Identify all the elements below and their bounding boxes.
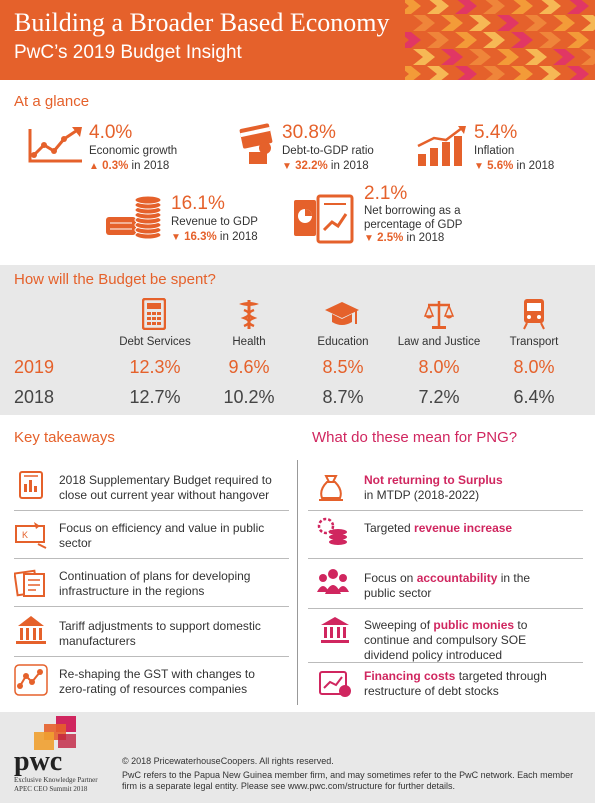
metric-value: 16.1% [171,193,225,214]
medical-caduceus-icon [239,300,259,329]
budget-category-label: Health [232,336,266,348]
metric-value: 4.0% [89,122,133,143]
year-label-2019: 2019 [14,357,55,377]
page-subtitle: PwC’s 2019 Budget Insight [14,42,242,63]
budget-category-label: Transport [509,336,559,348]
png-text: Financing costs targeted through restruct… [364,669,547,698]
takeaways-title: Key takeaways [14,429,115,446]
coins-gear-icon [317,517,347,545]
divider [308,608,583,609]
takeaway-text: Focus on efficiency and value in public s… [59,521,265,550]
budget-category-label: Debt Services [119,336,191,348]
metric-label: Economic growth [89,145,178,157]
arrow-up-icon: ▲ [89,161,99,172]
money-bill-icon: K [15,522,47,549]
png-text: Sweeping of public monies to continue and… [364,618,528,662]
metric-label-line2: percentage of GDP [364,219,463,231]
glance-title: At a glance [14,93,90,110]
metric-label: Inflation [474,145,515,157]
people-group-icon [317,569,349,594]
budget-value-2019: 8.0% [513,357,555,377]
arrow-down-icon: ▼ [282,161,292,172]
train-icon [523,299,545,330]
finance-report-icon [319,671,351,697]
takeaway-text: 2018 Supplementary Budget required to clo… [59,473,272,502]
graduation-cap-icon [325,302,359,325]
budget-category-label: Education [317,336,369,348]
png-title: What do these mean for PNG? [312,429,518,446]
budget-title: How will the Budget be spent? [14,271,216,288]
png-text: Not returning to Surplus in MTDP (2018-20… [364,473,503,502]
budget-category-label: Law and Justice [397,336,481,348]
year-label-2018: 2018 [14,387,55,407]
budget-value-2018: 6.4% [513,387,555,407]
metric-prev: ▲ 0.3% in 2018 [89,160,170,172]
divider [14,656,289,657]
line-chart-icon [28,127,82,163]
metric-prev: ▼ 32.2% in 2018 [282,160,369,172]
divider [308,510,583,511]
budget-value-2018: 12.7% [129,387,181,407]
metric-value: 5.4% [474,122,518,143]
budget-value-2018: 8.7% [322,387,364,407]
partner-text: Exclusive Knowledge Partner APEC CEO Summ… [14,776,98,793]
arrow-down-icon: ▼ [364,233,374,244]
arrow-pattern-icon [405,0,595,80]
pwc-logo-mark-icon [34,716,76,750]
takeaway-text: Tariff adjustments to support domestic ma… [59,619,261,648]
credit-card-icon [239,123,273,164]
metric-value: 2.1% [364,183,408,204]
blueprint-icon [14,569,45,597]
metric-value: 30.8% [282,122,336,143]
scales-icon [424,301,454,329]
budget-document-icon [19,471,43,499]
metric-prev: ▼ 16.3% in 2018 [171,231,258,243]
divider [14,558,289,559]
divider [308,558,583,559]
budget-value-2019: 8.0% [418,357,460,377]
pwc-logo-text: pwc [14,746,63,777]
calculator-icon [142,298,166,330]
arrow-down-icon: ▼ [474,161,484,172]
parliament-icon [16,616,46,644]
page-title: Building a Broader Based Economy [14,8,390,37]
budget-value-2019: 12.3% [129,357,181,377]
budget-value-2018: 7.2% [418,387,460,407]
divider [14,606,289,607]
network-icon [14,664,48,696]
bar-chart-up-icon [417,126,466,166]
png-text: Focus on accountability in the public sec… [364,571,531,600]
budget-section [0,265,595,415]
metric-prev: ▼ 2.5% in 2018 [364,232,445,244]
divider [308,662,583,663]
copyright-text: © 2018 PricewaterhouseCoopers. All right… [122,756,574,791]
metric-label: Debt-to-GDP ratio [282,145,374,157]
coin-stacks-icon [106,195,162,240]
footer [0,712,595,803]
svg-text:K: K [22,530,28,540]
budget-value-2019: 9.6% [228,357,270,377]
report-chart-icon [294,194,354,244]
metric-label-line1: Net borrowing as a [364,205,461,217]
header-banner [0,0,595,80]
takeaway-text: Continuation of plans for developing infr… [59,569,251,598]
metric-prev: ▼ 5.6% in 2018 [474,160,555,172]
arrow-down-icon: ▼ [171,232,181,243]
column-divider [297,460,298,705]
takeaway-text: Re-shaping the GST with changes to zero-r… [59,667,255,696]
budget-value-2019: 8.5% [322,357,364,377]
png-text: Targeted revenue increase [364,521,513,535]
divider [14,510,289,511]
budget-value-2018: 10.2% [223,387,275,407]
money-bag-icon [319,475,343,501]
bank-building-icon [321,617,349,643]
metric-label: Revenue to GDP [171,216,258,228]
